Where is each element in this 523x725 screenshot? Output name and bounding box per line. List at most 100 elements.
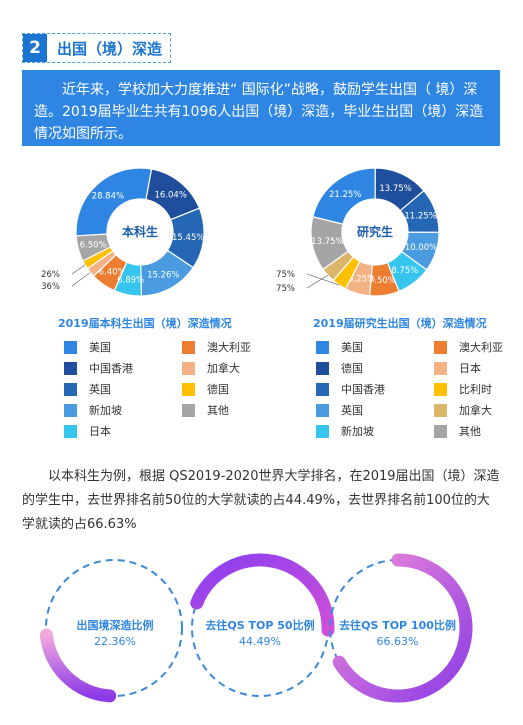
legend-item: 日本 [434, 361, 523, 375]
slice-label: 21.25% [329, 190, 361, 200]
graduate-donut-chart: 7.50%6.25% 3.75% 3.75% 13.75% 21.25% 13.75% 11… [275, 152, 475, 312]
slice-label: 2.36% [40, 282, 60, 292]
ring-progress-2 [190, 553, 335, 637]
ring-value-2: 44.49% [239, 635, 281, 648]
slice-label: 10.00% [405, 243, 437, 253]
legend-swatch [316, 403, 329, 417]
slice-label: 15.45% [172, 233, 204, 243]
ring-value-1-text: 22.36% [94, 635, 136, 648]
legend-label: 德国 [341, 362, 363, 375]
legend-swatch [64, 424, 77, 438]
legend-label: 新加坡 [341, 425, 374, 438]
legend-item: 新加坡 [316, 424, 434, 438]
legend-item: 其他 [434, 424, 523, 438]
slice-label: 13.75% [379, 184, 411, 194]
legend-swatch [434, 403, 447, 417]
slice-label: 2.26% [40, 270, 60, 280]
legend-label: 日本 [89, 425, 111, 438]
legend-swatch [64, 361, 77, 375]
ring-label-3: 去往QS TOP 100比例 [339, 619, 456, 632]
undergraduate-legend: 美国 澳大利亚中国香港 加拿大英国 德国新加坡 其他日本 [64, 340, 272, 438]
ring-label-2: 去往QS TOP 50比例 [205, 619, 315, 632]
ratio-rings-svg [39, 553, 473, 703]
legend-label: 比利时 [459, 383, 492, 396]
slice-label: 8.75% [391, 266, 418, 276]
donut-slice-undergrad-4 [75, 167, 153, 237]
legend-swatch [64, 403, 77, 417]
legend-label: 英国 [341, 404, 363, 417]
leader-line [306, 273, 340, 286]
legend-swatch [64, 340, 77, 354]
slice-label: 15.26% [147, 271, 179, 281]
legend-label: 澳大利亚 [207, 341, 251, 354]
legend-label: 中国香港 [89, 362, 133, 375]
legend-swatch [316, 424, 329, 438]
leader-line [306, 274, 328, 289]
section-title: 出国（境）深造 [57, 39, 163, 58]
ring-progress-3 [332, 553, 473, 703]
legend-item: 美国 [64, 340, 182, 354]
legend-swatch [434, 424, 447, 438]
legend-label: 加拿大 [459, 404, 492, 417]
ratio-rings: 出国境深造比例 44.49% 22.36% 去往QS TOP 50比例 44.4… [0, 540, 523, 724]
slice-label: 11.25% [404, 211, 436, 221]
legend-label: 美国 [89, 341, 111, 354]
legend-item: 比利时 [434, 382, 523, 396]
slice-label: 13.75% [311, 237, 343, 247]
donut-slice-undergrad-8 [113, 261, 143, 297]
legend-item: 其他 [182, 403, 272, 417]
legend-swatch [64, 382, 77, 396]
legend-label: 日本 [459, 362, 481, 375]
legend-swatch [434, 361, 447, 375]
legend-swatch [316, 340, 329, 354]
legend-label: 加拿大 [207, 362, 240, 375]
undergraduate-donut-chart: 6.40% 2.36% 2.26% 6.50% 28.84% 16.04% 15.45% 15… [40, 152, 240, 312]
legend-label: 英国 [89, 383, 111, 396]
undergraduate-donut-svg: 6.40% 2.36% 2.26% 6.50% 28.84% 16.04% 15.45% 15… [40, 167, 205, 297]
ring-progress-1 [39, 628, 117, 703]
graduate-legend: 美国 澳大利亚德国 日本中国香港 比利时英国 加拿大新加坡 其他 [316, 340, 523, 438]
legend-label: 新加坡 [89, 404, 122, 417]
legend-label: 其他 [459, 425, 481, 438]
slice-label: 7.50% [369, 276, 396, 286]
leader-line [71, 272, 91, 287]
slice-label: 3.75% [275, 270, 295, 280]
legend-label: 中国香港 [341, 383, 385, 396]
slice-label: 6.40% [99, 268, 126, 278]
legend-swatch [434, 382, 447, 396]
legend-item: 德国 [316, 361, 434, 375]
donut-center-label: 研究生 [357, 224, 393, 239]
slice-label: 16.04% [155, 190, 187, 200]
legend-swatch [182, 382, 195, 396]
legend-label: 德国 [207, 383, 229, 396]
undergraduate-chart-title: 2019届本科生出国（境）深造情况 [58, 317, 232, 330]
slice-label: 6.25% [348, 275, 375, 285]
legend-item: 新加坡 [64, 403, 182, 417]
legend-item: 加拿大 [434, 403, 523, 417]
ring-label-1: 出国境深造比例 [76, 619, 154, 632]
slice-label: 6.50% [80, 241, 107, 251]
legend-item: 加拿大 [182, 361, 272, 375]
legend-item: 美国 [316, 340, 434, 354]
intro-paragraph: 近年来，学校加大力度推进“ 国际化”战略，鼓励学生出国（ 境）深造。2019届毕… [22, 70, 500, 146]
ring-track-1 [45, 559, 183, 697]
ranking-paragraph: 以本科生为例，根据 QS2019-2020世界大学排名，在2019届出国（境）深… [22, 469, 500, 532]
legend-item: 英国 [316, 403, 434, 417]
legend-swatch [182, 403, 195, 417]
slice-label: 3.75% [275, 284, 295, 294]
section-number: 2 [23, 34, 47, 62]
legend-item: 澳大利亚 [182, 340, 272, 354]
ring-value-3: 66.63% [376, 635, 419, 648]
legend-item: 中国香港 [64, 361, 182, 375]
legend-item: 中国香港 [316, 382, 434, 396]
legend-swatch [434, 340, 447, 354]
legend-item: 澳大利亚 [434, 340, 523, 354]
legend-item: 日本 [64, 424, 182, 438]
slice-label: 6.89% [117, 276, 144, 286]
legend-swatch [316, 361, 329, 375]
legend-label: 美国 [341, 341, 363, 354]
legend-swatch [182, 361, 195, 375]
legend-swatch [316, 382, 329, 396]
legend-label: 澳大利亚 [459, 341, 503, 354]
graduate-donut-svg: 7.50%6.25% 3.75% 3.75% 13.75% 21.25% 13.75% 11… [275, 167, 440, 297]
